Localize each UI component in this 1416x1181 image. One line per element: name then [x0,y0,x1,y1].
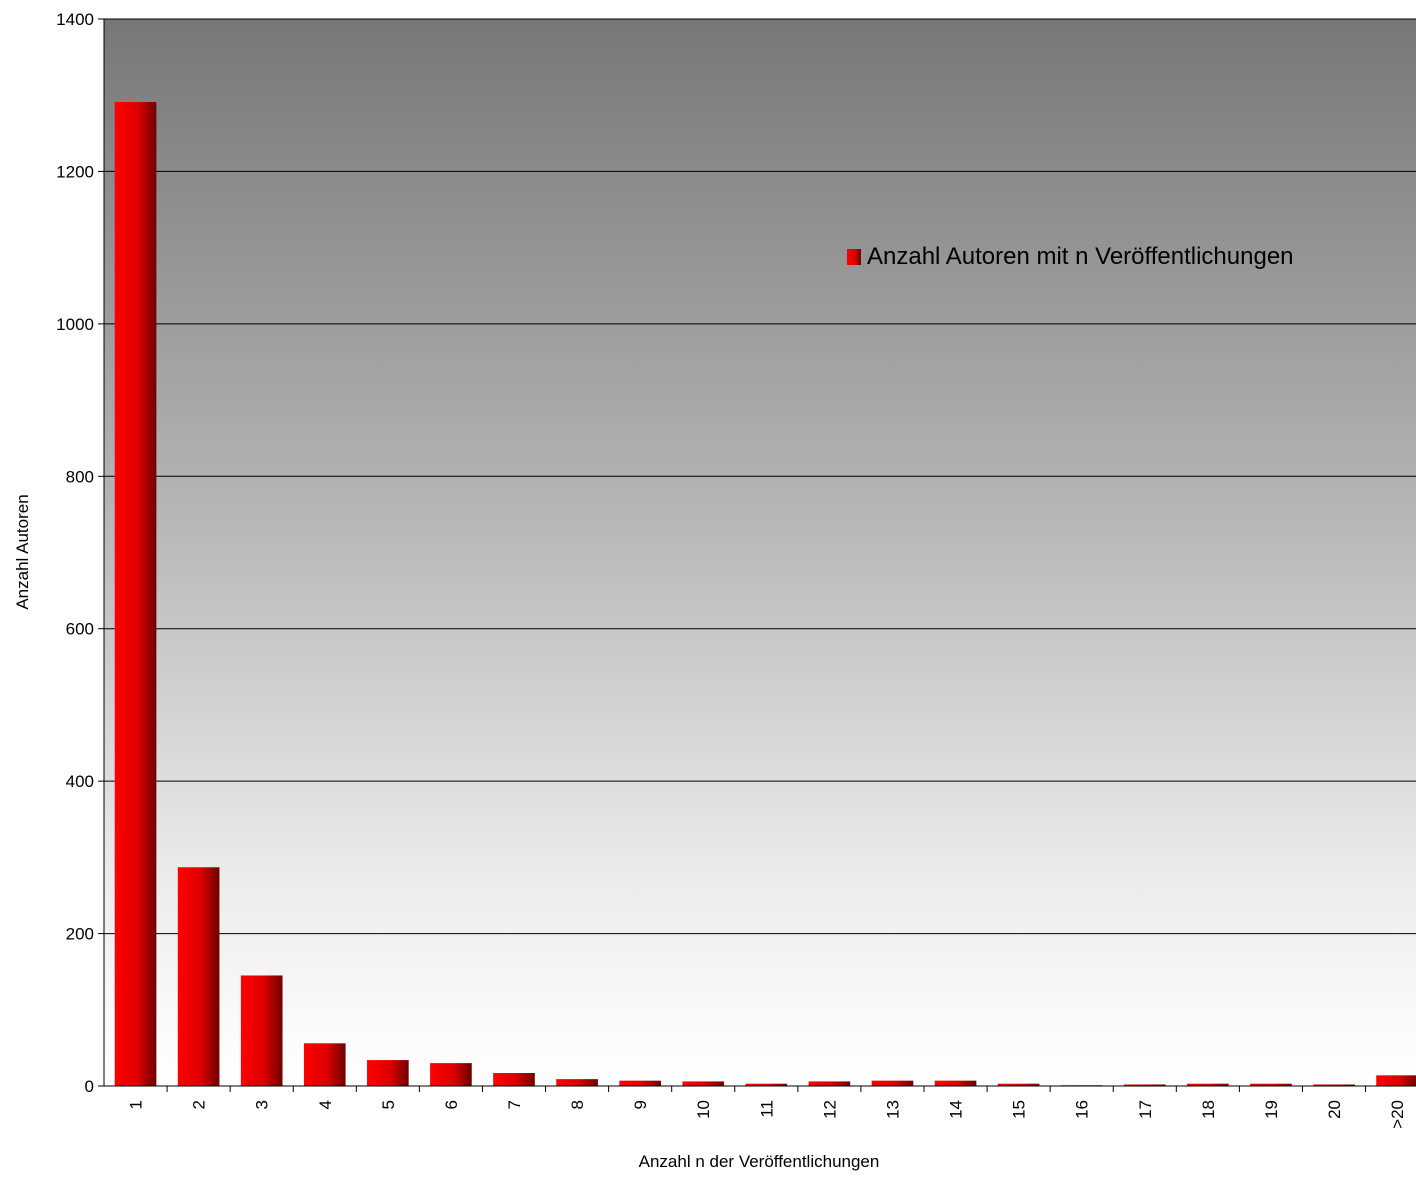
y-tick-label: 200 [66,925,94,944]
bar [1187,1083,1229,1086]
y-tick-label: 600 [66,620,94,639]
x-tick-label: 7 [505,1100,524,1109]
y-tick-label: 0 [85,1077,94,1096]
x-tick-label: 4 [316,1100,335,1109]
x-tick-label: 19 [1262,1100,1281,1119]
legend-label: Anzahl Autoren mit n Veröffentlichungen [867,243,1294,270]
x-tick-label: 17 [1136,1100,1155,1119]
x-tick-label: 16 [1073,1100,1092,1119]
x-tick-label: 18 [1199,1100,1218,1119]
bars [114,102,1416,1087]
x-tick-label: 20 [1325,1100,1344,1119]
plot-background [104,19,1416,1086]
bar [745,1083,788,1086]
x-axis-title: Anzahl n der Veröffentlichungen [639,1152,880,1171]
y-axis-title: Anzahl Autoren [13,494,32,609]
y-tick-label: 800 [66,467,94,486]
y-tick-label: 1200 [56,162,94,181]
x-tick-label: 3 [253,1100,272,1109]
legend: Anzahl Autoren mit n Veröffentlichungen [847,243,1294,270]
bar [997,1083,1040,1086]
x-tick-label: 11 [757,1100,776,1118]
y-tick-label: 1000 [56,315,94,334]
x-tick-label: 2 [190,1100,209,1109]
x-tick-label: 6 [442,1100,461,1109]
y-tick-label: 1400 [56,10,94,29]
x-tick-label: 5 [379,1100,398,1109]
bar [871,1080,914,1086]
bar [430,1063,472,1086]
legend-swatch [847,249,861,265]
x-tick-label: 1 [127,1100,146,1109]
bar [1250,1083,1292,1086]
bar [808,1081,851,1086]
bar [493,1073,535,1086]
x-tick-label: 9 [631,1100,650,1109]
x-tick-label: 15 [1010,1100,1029,1119]
bar [682,1081,725,1086]
x-tick-label: 14 [947,1100,966,1119]
gridlines [104,18,1416,935]
y-tick-label: 400 [66,772,94,791]
bar [303,1043,346,1086]
bar [1123,1084,1166,1086]
x-tick-label: >20 [1388,1100,1407,1129]
bar [177,867,220,1086]
x-tick-label: 10 [694,1100,713,1119]
x-tick-labels: 1 2 3 4 5 6 7 8 9 10 11 12 13 14 15 16 17 18 19 20 >20 [127,1100,1408,1129]
bar [619,1080,661,1086]
bar [1376,1075,1416,1086]
x-tick-label: 13 [883,1100,902,1119]
x-tick-label: 8 [568,1100,587,1109]
x-tick-label: 12 [820,1100,839,1119]
bar [240,975,283,1086]
y-tick-labels: 0 200 400 600 800 1000 1200 1400 [56,10,94,1096]
bar [556,1079,598,1086]
bar [1313,1084,1355,1086]
bar [367,1060,409,1086]
bar [934,1080,977,1086]
bar [114,102,157,1087]
axes [98,18,1416,1092]
